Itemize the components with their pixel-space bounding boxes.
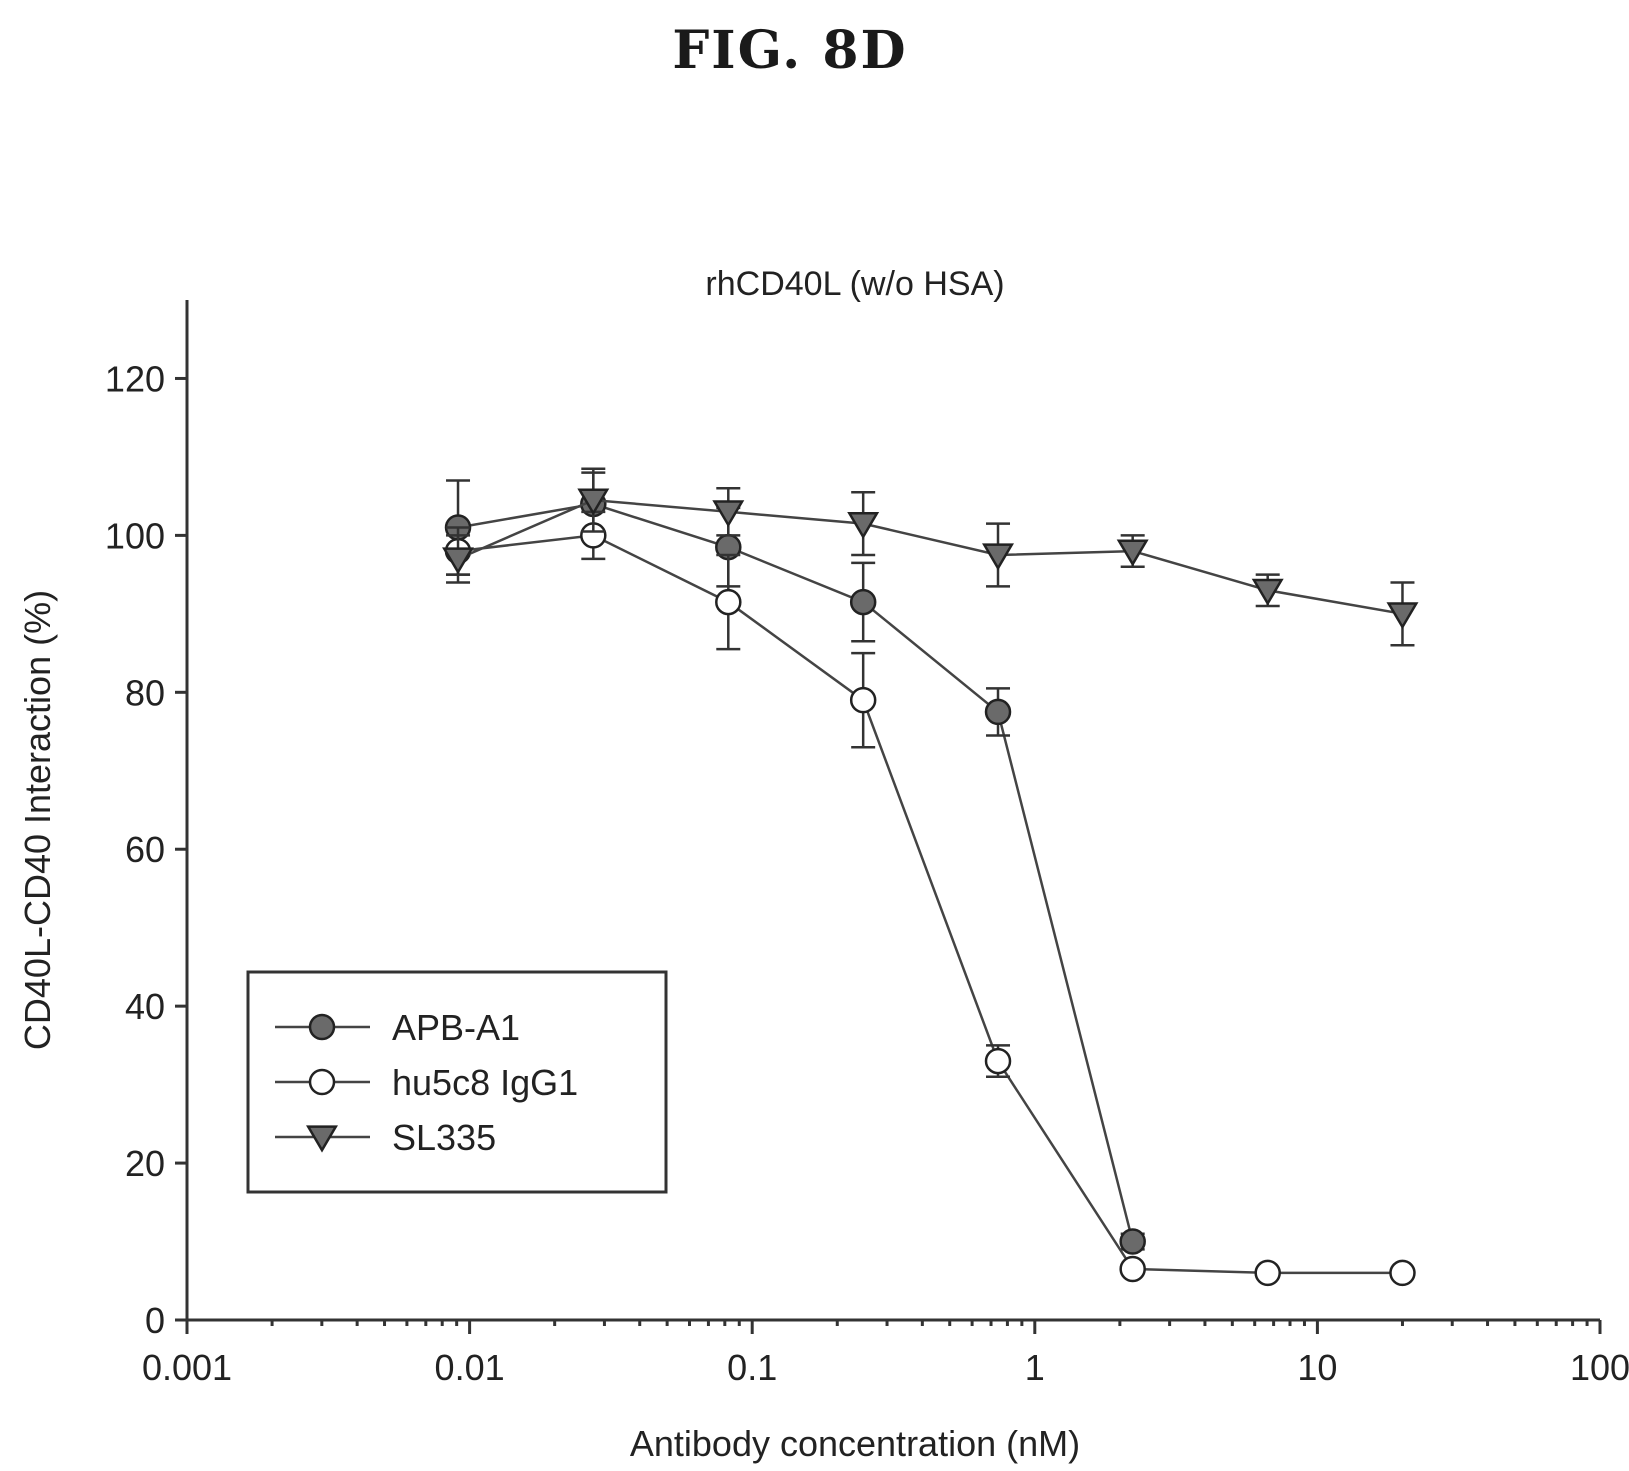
y-tick-label: 120 bbox=[105, 358, 165, 399]
y-tick-label: 60 bbox=[125, 829, 165, 870]
series-line bbox=[457, 502, 1134, 1242]
data-point bbox=[715, 588, 742, 616]
data-point bbox=[1116, 539, 1149, 567]
data-point bbox=[1119, 1255, 1146, 1283]
data-point bbox=[847, 512, 880, 540]
y-tick-label: 80 bbox=[125, 672, 165, 713]
x-tick-label: 100 bbox=[1570, 1347, 1629, 1388]
series-hu5c8-igg1 bbox=[444, 510, 1416, 1287]
data-point bbox=[577, 488, 610, 516]
data-point bbox=[1386, 602, 1419, 630]
legend-label: hu5c8 IgG1 bbox=[392, 1062, 578, 1103]
data-point bbox=[849, 686, 877, 714]
y-tick-label: 0 bbox=[145, 1300, 165, 1341]
x-tick-label: 0.1 bbox=[727, 1347, 777, 1388]
data-point bbox=[982, 543, 1014, 571]
legend-label: SL335 bbox=[392, 1117, 496, 1158]
legend-label: APB-A1 bbox=[392, 1007, 520, 1048]
data-point bbox=[1251, 578, 1284, 606]
data-point bbox=[984, 698, 1012, 726]
data-point bbox=[849, 588, 877, 616]
x-ticks: 0.001 0.01 0.1 1 10 100 bbox=[142, 1320, 1629, 1388]
legend-marker bbox=[308, 1068, 336, 1096]
y-tick-label: 40 bbox=[125, 986, 165, 1027]
series-sl335 bbox=[442, 467, 1419, 647]
data-point bbox=[1119, 1228, 1146, 1255]
data-point bbox=[1254, 1259, 1281, 1287]
data-point bbox=[712, 500, 745, 528]
x-axis-label: Antibody concentration (nM) bbox=[630, 1423, 1080, 1464]
legend-items: APB-A1 hu5c8 IgG1 SL335 bbox=[275, 1007, 578, 1158]
plot-area: 0 20 40 60 80 100 120 0.001 0.01 0.1 1 10 100 bbox=[105, 300, 1629, 1388]
data-point bbox=[442, 547, 475, 575]
x-tick-label: 0.01 bbox=[435, 1347, 505, 1388]
series-line bbox=[457, 534, 1403, 1275]
y-ticks: 0 20 40 60 80 100 120 bbox=[105, 358, 187, 1341]
x-tick-label: 0.001 bbox=[142, 1347, 232, 1388]
x-tick-label: 1 bbox=[1025, 1347, 1045, 1388]
figure-label: FIG. 8D bbox=[672, 20, 907, 81]
y-tick-label: 100 bbox=[105, 515, 165, 556]
data-point bbox=[984, 1047, 1012, 1075]
x-tick-label: 10 bbox=[1297, 1347, 1337, 1388]
data-point bbox=[1389, 1259, 1416, 1287]
legend-marker bbox=[308, 1013, 336, 1041]
series-line bbox=[457, 498, 1403, 616]
legend-marker bbox=[306, 1125, 338, 1153]
series-layer bbox=[442, 467, 1419, 1287]
y-axis-label: CD40L-CD40 Interaction (%) bbox=[17, 590, 58, 1050]
chart-title: rhCD40L (w/o HSA) bbox=[705, 265, 1004, 303]
y-tick-label: 20 bbox=[125, 1143, 165, 1184]
legend: APB-A1 hu5c8 IgG1 SL335 bbox=[246, 970, 668, 1194]
